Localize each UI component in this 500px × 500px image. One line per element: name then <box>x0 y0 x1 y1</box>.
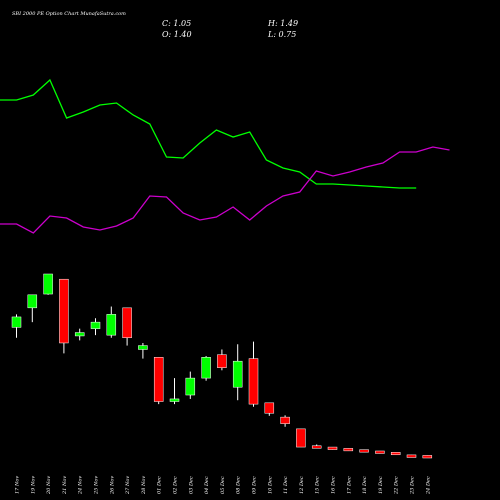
x-tick-label: 22 Dec <box>394 476 400 495</box>
candle <box>11 314 22 338</box>
candle <box>248 341 259 407</box>
candle-body-up <box>27 294 38 309</box>
chart-title: SBI 2000 PE Option Chart MunafaSutra.com <box>12 11 126 17</box>
candlesticks <box>11 273 433 459</box>
x-tick-label: 08 Dec <box>236 476 242 494</box>
high-label: H: 1.49 <box>267 19 298 28</box>
candle-body-down <box>327 446 338 450</box>
candle-body-down <box>153 357 164 402</box>
candle <box>217 349 227 371</box>
candle-body-down <box>390 452 401 456</box>
x-tick-label: 20 Nov <box>46 476 52 495</box>
x-tick-label: 12 Dec <box>299 476 305 494</box>
x-tick-label: 16 Dec <box>331 476 337 494</box>
close-label: C: 1.05 <box>162 19 191 28</box>
candle-body-up <box>43 273 53 295</box>
candle-body-down <box>422 455 433 459</box>
candle <box>296 428 306 448</box>
candle-body-down <box>280 416 290 424</box>
candle-body-up <box>169 398 180 402</box>
x-tick-label: 01 Dec <box>157 476 163 494</box>
candle <box>90 318 101 336</box>
candle-body-down <box>122 307 132 339</box>
x-tick-label: 17 Dec <box>346 476 352 494</box>
candle-body-down <box>296 428 306 448</box>
candle-body-up <box>138 345 148 350</box>
candle-body-down <box>264 402 275 414</box>
candle <box>201 355 211 381</box>
candle <box>74 328 85 341</box>
magenta-line-series <box>0 146 450 234</box>
candle-body-down <box>217 354 227 368</box>
x-tick-label: 26 Nov <box>109 476 115 495</box>
x-tick-label: 21 Nov <box>62 476 68 495</box>
candle <box>375 450 385 454</box>
candle-body-down <box>406 454 417 458</box>
x-tick-label: 05 Dec <box>220 476 226 494</box>
candle-body-down <box>375 450 385 454</box>
candle <box>122 307 132 346</box>
x-tick-label: 24 Dec <box>425 476 431 495</box>
x-tick-label: 24 Nov <box>78 476 84 495</box>
candle-body-up <box>201 357 211 379</box>
candle <box>406 454 417 458</box>
candle <box>153 357 164 405</box>
candle-body-up <box>232 360 243 388</box>
x-tick-label: 19 Nov <box>30 476 36 494</box>
x-axis-labels: 17 Nov 19 Nov 20 Nov 21 Nov 24 Nov 25 Nov 26 N… <box>15 476 432 495</box>
candle <box>343 448 354 452</box>
candle-body-down <box>59 278 69 344</box>
x-tick-label: 25 Nov <box>94 476 100 495</box>
x-tick-label: 17 Nov <box>15 476 21 494</box>
x-tick-label: 02 Dec <box>173 476 179 494</box>
candle <box>185 371 196 399</box>
candle <box>359 449 369 453</box>
candle <box>43 273 53 295</box>
candle <box>264 402 275 416</box>
x-tick-label: 03 Dec <box>188 476 194 494</box>
candle <box>311 444 322 449</box>
x-tick-label: 18 Dec <box>362 476 368 494</box>
x-tick-label: 11 Dec <box>283 476 289 494</box>
x-tick-label: 19 Dec <box>378 476 384 494</box>
candle-body-up <box>106 314 117 336</box>
candle <box>327 446 338 450</box>
low-label: L: 0.75 <box>267 30 296 39</box>
candle <box>280 415 290 427</box>
x-tick-label: 27 Nov <box>125 476 131 495</box>
candle <box>232 344 243 401</box>
x-tick-label: 04 Dec <box>204 476 210 494</box>
candle-body-down <box>248 358 259 405</box>
candle-body-down <box>359 449 369 453</box>
x-tick-label: 23 Dec <box>410 476 416 495</box>
candle-body-up <box>11 316 22 328</box>
candle <box>138 342 148 359</box>
x-tick-label: 10 Dec <box>267 476 273 494</box>
candle-body-up <box>90 321 101 329</box>
candle-body-up <box>185 377 196 396</box>
x-tick-label: 28 Nov <box>141 476 147 495</box>
open-label: O: 1.40 <box>162 30 192 39</box>
candle-body-down <box>343 448 354 452</box>
candle <box>106 306 117 338</box>
x-tick-label: 15 Dec <box>315 476 321 494</box>
candle <box>390 452 401 456</box>
candle <box>169 378 180 405</box>
green-line-series <box>0 78 417 189</box>
candle <box>27 294 38 323</box>
candle <box>59 278 69 354</box>
candle-body-down <box>311 445 322 449</box>
candle-body-up <box>74 332 85 337</box>
x-tick-label: 09 Dec <box>252 476 258 494</box>
indicator-lines <box>0 78 450 234</box>
candle <box>422 455 433 459</box>
